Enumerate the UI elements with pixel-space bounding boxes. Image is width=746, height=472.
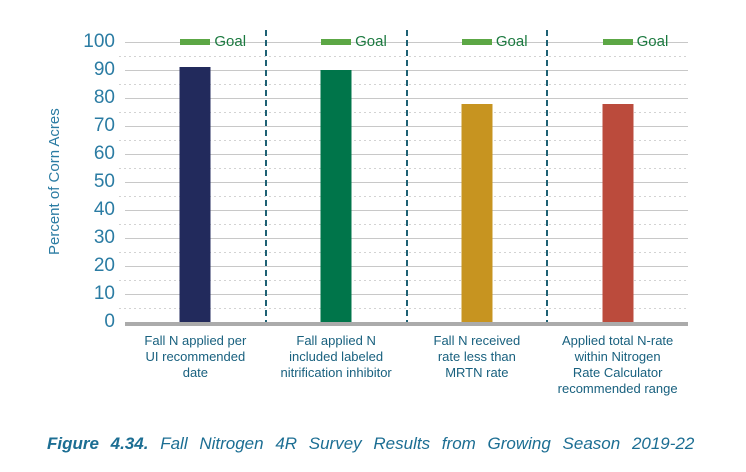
y-tick-label: 20 <box>93 255 115 276</box>
goal-label: Goal <box>355 33 387 50</box>
y-tick-label: 70 <box>93 115 115 136</box>
gridline-minor <box>119 251 688 253</box>
goal-label: Goal <box>214 33 247 50</box>
category-label: Fall applied N included labeled nitrific… <box>280 333 392 380</box>
category-separator <box>546 30 549 322</box>
y-axis-tick-labels: 0 10 20 30 40 50 60 70 80 90 100 <box>40 32 115 332</box>
plot-sections: Goal Goal Goal Goal <box>125 30 688 322</box>
gridline-minor <box>119 139 688 141</box>
figure-caption: Figure 4.34. Fall Nitrogen 4R Survey Res… <box>47 434 707 454</box>
goal-marker <box>461 39 492 45</box>
category-section: Goal <box>546 30 688 322</box>
gridline-minor <box>119 307 688 309</box>
category-section: Goal <box>264 30 407 322</box>
gridline-minor <box>119 83 688 85</box>
goal-label: Goal <box>636 33 669 50</box>
y-tick-label: 90 <box>93 59 115 80</box>
goal-label: Goal <box>495 33 528 50</box>
y-tick-label: 30 <box>93 227 115 248</box>
category-label: Fall N applied per UI recommended date <box>144 333 247 380</box>
y-tick-label: 40 <box>93 199 115 220</box>
category-labels: Fall N applied per UI recommended date Fa… <box>125 333 688 397</box>
category-section: Goal <box>405 30 548 322</box>
y-tick-label: 100 <box>83 31 115 52</box>
y-tick-label: 60 <box>93 143 115 164</box>
gridline-minor <box>119 279 688 281</box>
bar <box>179 67 211 322</box>
figure-number: Figure 4.34. <box>47 434 149 453</box>
goal-marker <box>321 39 352 45</box>
y-tick-label: 10 <box>93 283 115 304</box>
caption-text: Fall Nitrogen 4R Survey Results from Gro… <box>160 434 695 453</box>
category-separator <box>405 30 408 322</box>
bar <box>461 103 493 322</box>
goal-marker <box>180 39 211 45</box>
category-label: Fall N received rate less than MRTN rate <box>433 333 521 380</box>
gridline-minor <box>119 195 688 197</box>
y-tick-label: 50 <box>93 171 115 192</box>
gridline-minor <box>119 223 688 225</box>
gridline-minor <box>119 55 688 57</box>
x-axis-line <box>125 322 688 326</box>
gridline-minor <box>119 167 688 169</box>
bar <box>320 70 352 322</box>
plot-area: Goal Goal Goal Goal <box>119 30 688 326</box>
goal-marker <box>602 39 633 45</box>
bar <box>602 103 634 322</box>
y-tick-label: 0 <box>104 311 115 332</box>
gridline-minor <box>119 111 688 113</box>
y-tick-label: 80 <box>93 87 115 108</box>
category-section: Goal <box>125 33 266 322</box>
category-separator <box>264 30 267 322</box>
category-label: Applied total N-rate within Nitrogen Rat… <box>557 333 678 396</box>
